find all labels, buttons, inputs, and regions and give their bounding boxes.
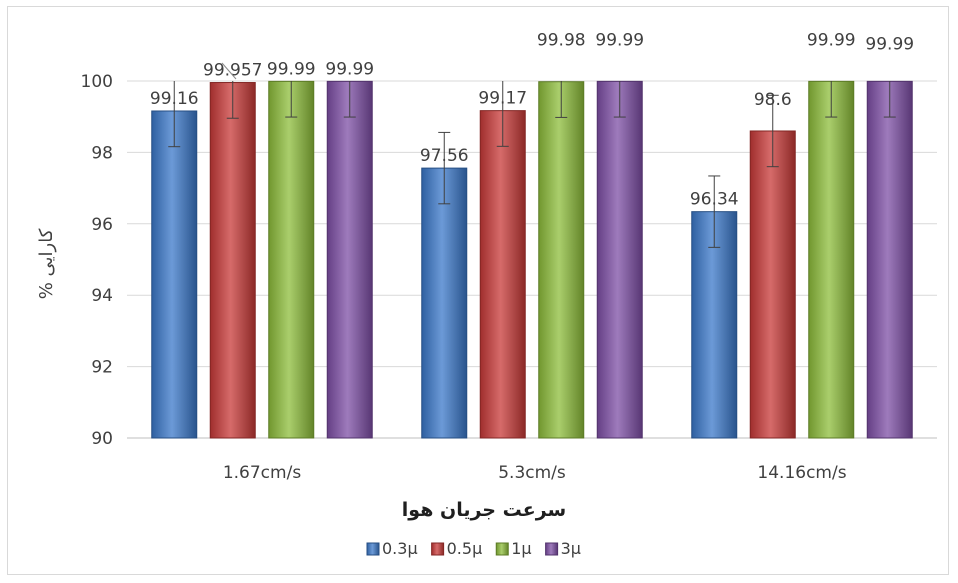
label-leader-line — [221, 62, 237, 80]
data-label: 99.16 — [150, 89, 199, 109]
bar-2-1 — [209, 82, 256, 439]
y-tick-label: 94 — [91, 286, 113, 306]
data-label: 99.99 — [595, 30, 644, 50]
bar-3-2 — [538, 81, 585, 439]
legend: 0.3µ 0.5µ 1µ 3µ — [366, 539, 581, 558]
y-tick-label: 96 — [91, 215, 113, 235]
bar-4-1 — [326, 80, 373, 439]
legend-label: 0.3µ — [382, 539, 418, 558]
bar-1-1 — [151, 110, 198, 439]
x-category-label: 1.67cm/s — [223, 463, 301, 483]
bar-4-3 — [866, 80, 913, 439]
bar-1-3 — [691, 211, 738, 439]
bar-4-2 — [596, 80, 643, 439]
data-label: 99.99 — [865, 34, 914, 54]
legend-swatch — [431, 542, 445, 556]
legend-label: 0.5µ — [447, 539, 483, 558]
bars — [151, 80, 913, 439]
x-category-label: 14.16cm/s — [757, 463, 846, 483]
bar-3-1 — [268, 80, 315, 439]
x-axis-title: سرعت جریان هوا — [402, 499, 566, 521]
legend-label: 1µ — [511, 539, 531, 558]
legend-label: 3µ — [561, 539, 581, 558]
data-label: 96.34 — [690, 190, 739, 210]
y-tick-label: 92 — [91, 358, 113, 378]
data-label: 97.56 — [420, 146, 469, 166]
bar-1-2 — [421, 167, 468, 439]
data-label: 99.98 — [537, 31, 586, 51]
legend-swatch — [545, 542, 559, 556]
bar-2-3 — [749, 130, 796, 439]
y-tick-label: 90 — [91, 429, 113, 449]
legend-swatch — [366, 542, 380, 556]
error-bars — [168, 81, 896, 248]
y-tick-label: 98 — [91, 143, 113, 163]
bar-3-3 — [808, 80, 855, 439]
y-tick-label: 100 — [81, 72, 113, 92]
data-label: 99.99 — [267, 59, 316, 79]
y-axis-ticks: 90 92 94 96 98 100 — [81, 72, 113, 449]
data-label: 99.17 — [478, 89, 527, 109]
data-label: 99.957 — [203, 61, 262, 81]
gridlines — [127, 80, 937, 439]
data-label: 98.6 — [754, 90, 792, 110]
x-axis-categories: 1.67cm/s 5.3cm/s 14.16cm/s — [223, 463, 847, 483]
data-label: 99.99 — [325, 59, 374, 79]
x-category-label: 5.3cm/s — [498, 463, 566, 483]
bar-2-2 — [479, 110, 526, 439]
legend-swatch — [495, 542, 509, 556]
y-axis-title: % کارایی — [36, 228, 57, 299]
data-label: 99.99 — [807, 30, 856, 50]
